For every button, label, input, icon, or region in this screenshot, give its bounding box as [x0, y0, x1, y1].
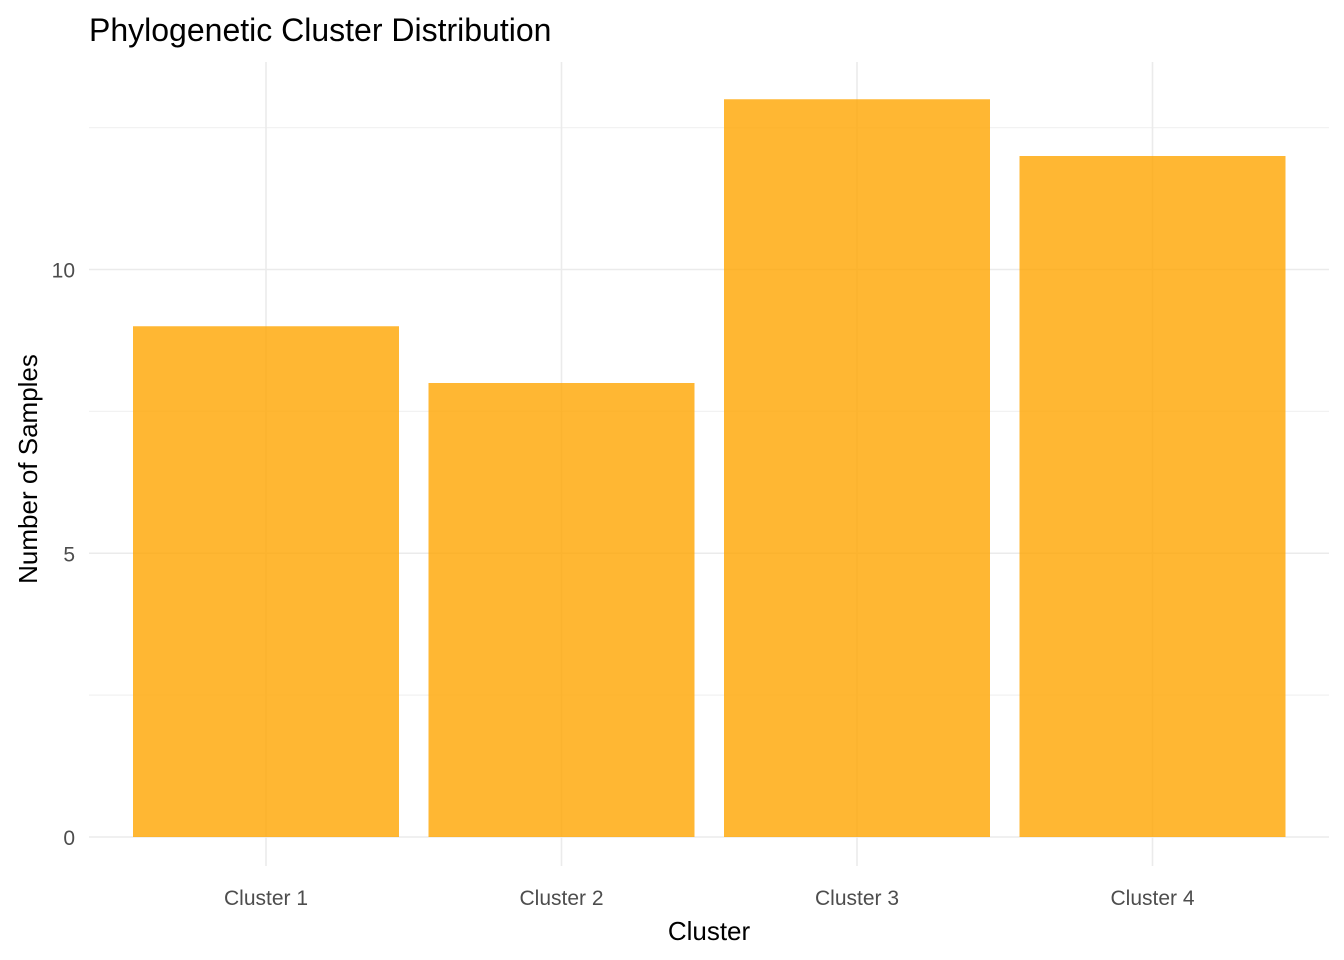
x-axis-title: Cluster — [668, 916, 751, 946]
x-tick-label: Cluster 3 — [815, 887, 899, 910]
y-tick-label: 0 — [63, 827, 75, 850]
bar-cluster-3 — [724, 99, 990, 837]
y-tick-label: 5 — [63, 543, 75, 566]
bar-cluster-4 — [1019, 156, 1286, 837]
bars — [133, 99, 1286, 837]
x-tick-label: Cluster 2 — [519, 887, 603, 910]
chart-title: Phylogenetic Cluster Distribution — [89, 12, 551, 48]
x-axis-ticks: Cluster 1 Cluster 2 Cluster 3 Cluster 4 — [224, 887, 1195, 910]
bar-cluster-2 — [428, 383, 695, 837]
x-tick-label: Cluster 1 — [224, 887, 308, 910]
y-axis-title: Number of Samples — [13, 354, 43, 584]
x-tick-label: Cluster 4 — [1110, 887, 1194, 910]
y-tick-label: 10 — [52, 260, 75, 283]
y-axis-ticks: 0 5 10 — [52, 260, 75, 851]
bar-cluster-1 — [133, 326, 399, 837]
